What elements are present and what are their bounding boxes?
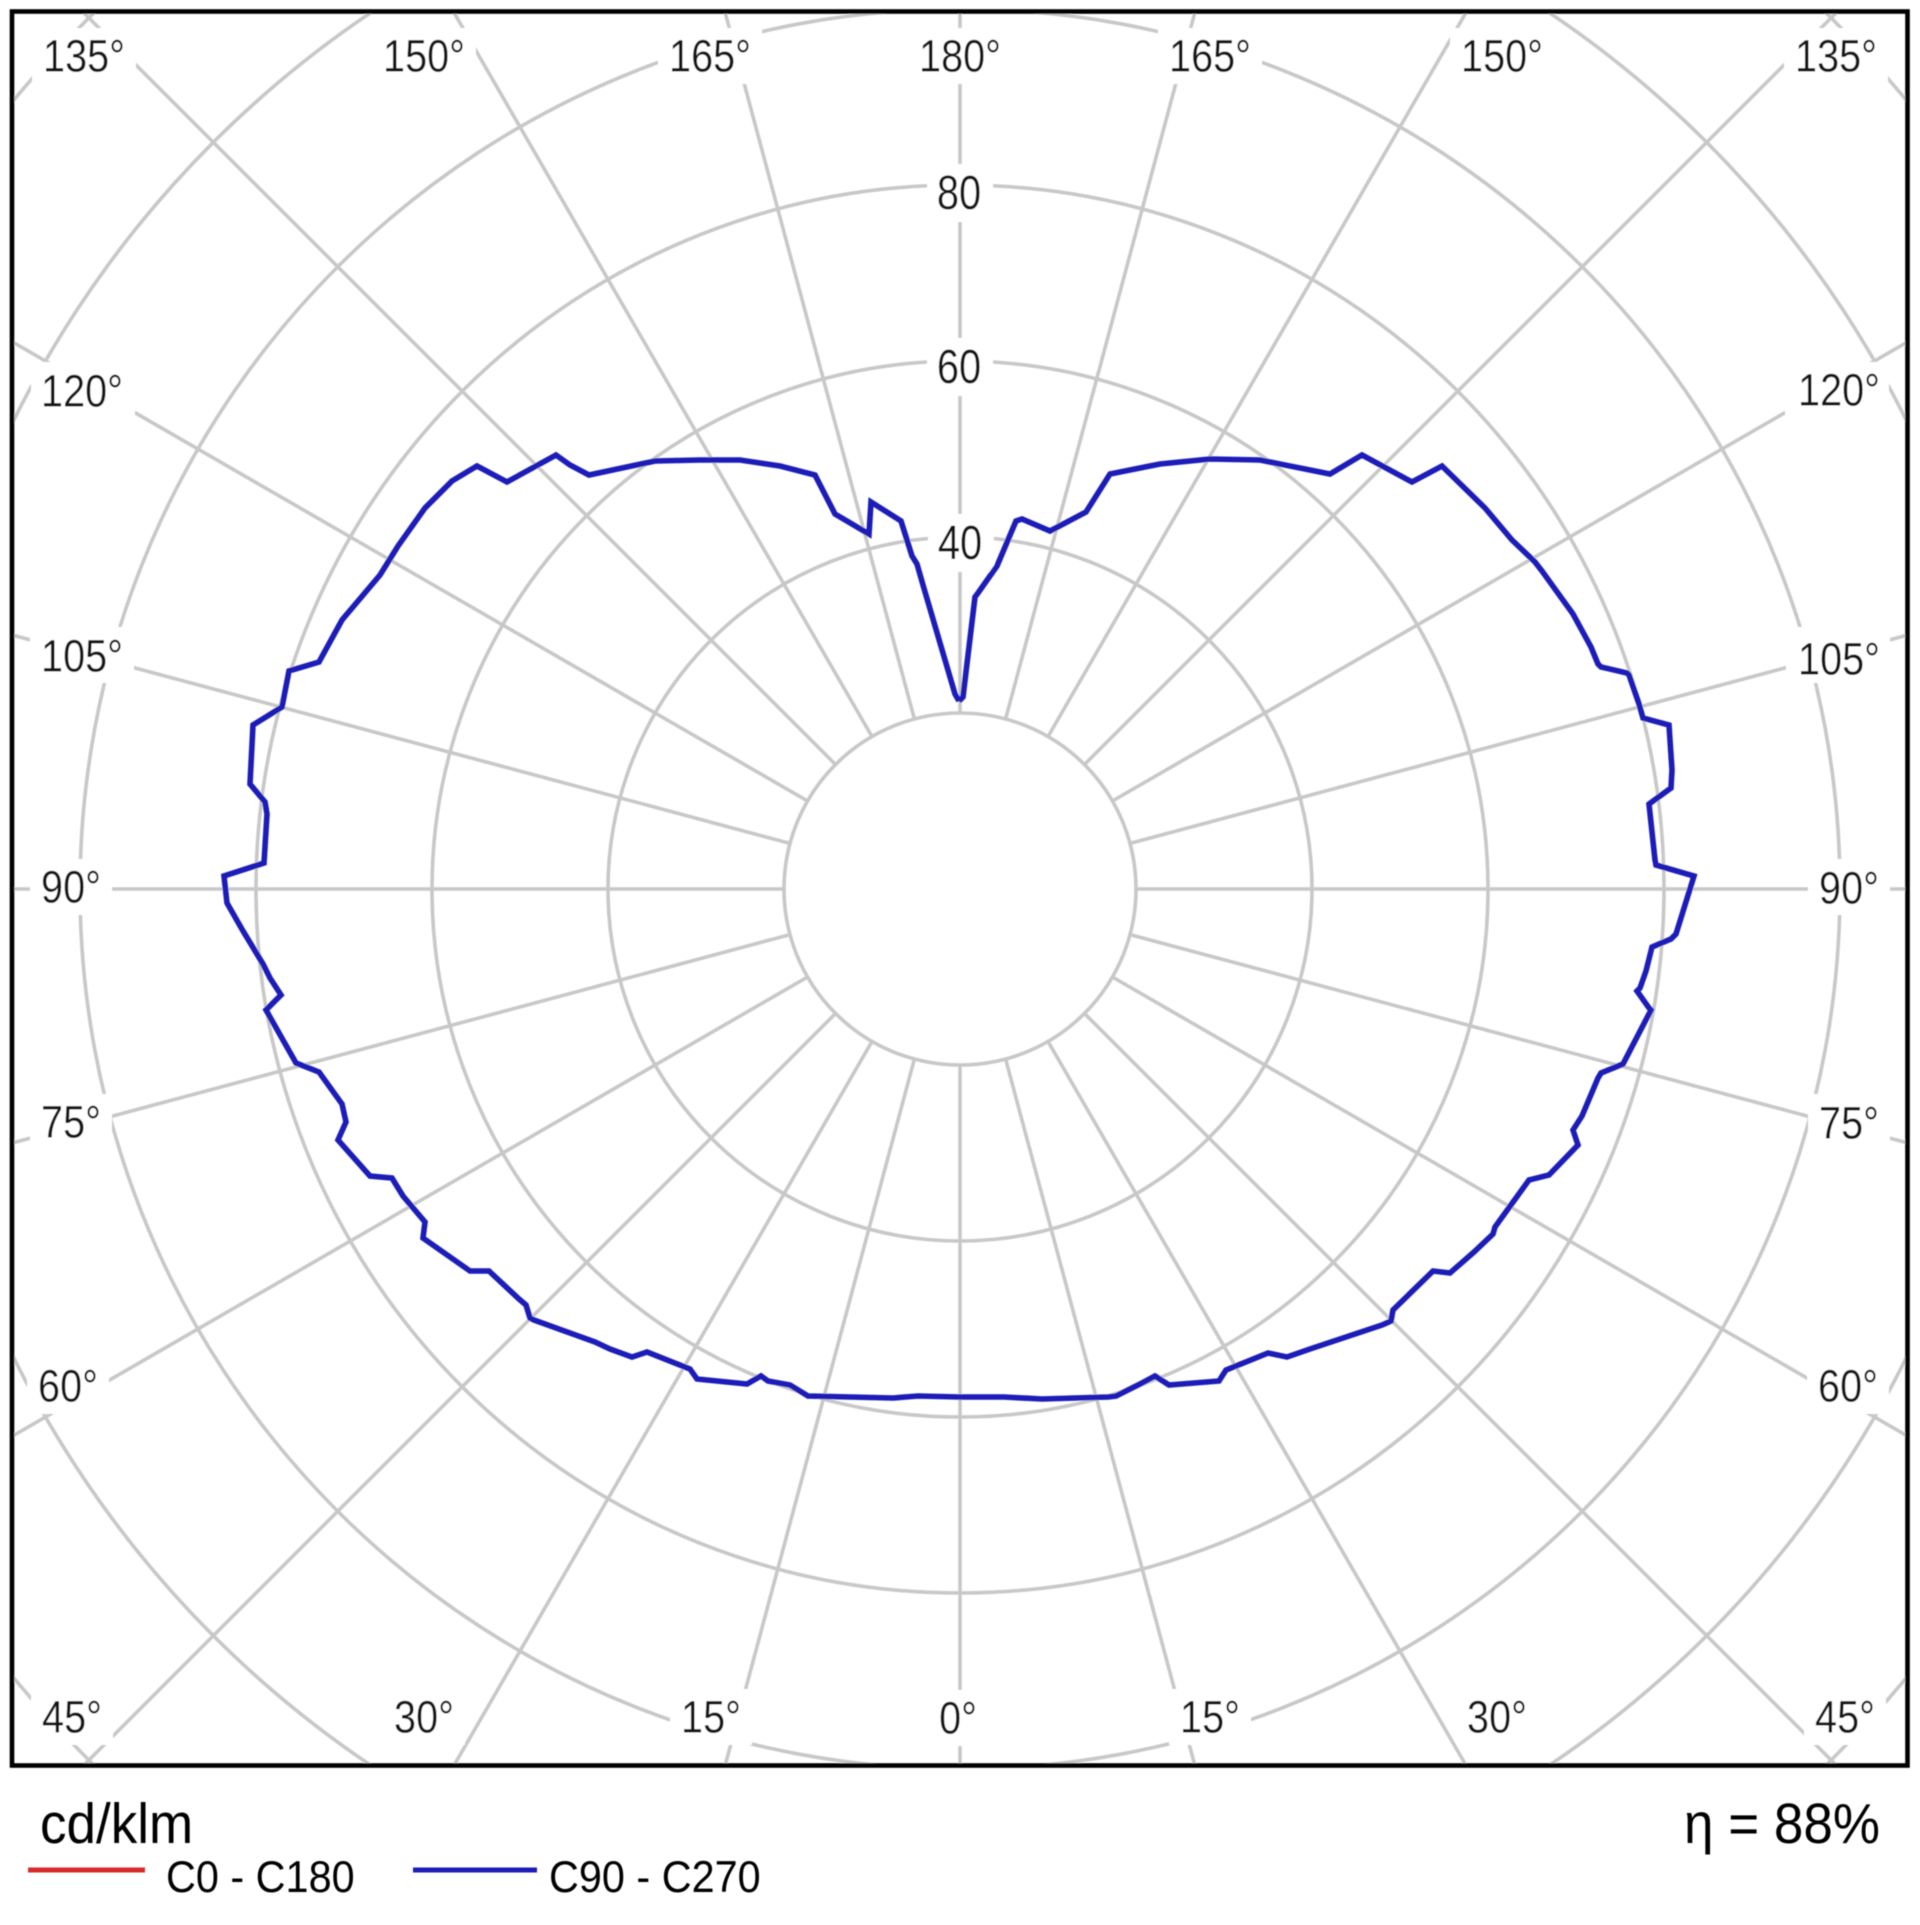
- svg-text:75°: 75°: [41, 1097, 101, 1147]
- svg-text:60°: 60°: [1818, 1361, 1878, 1411]
- svg-text:120°: 120°: [1798, 365, 1880, 415]
- svg-text:75°: 75°: [1819, 1098, 1879, 1148]
- svg-text:90°: 90°: [1819, 863, 1879, 913]
- svg-text:45°: 45°: [1815, 1692, 1875, 1742]
- svg-text:180°: 180°: [919, 31, 1001, 81]
- svg-text:120°: 120°: [41, 366, 123, 416]
- svg-text:165°: 165°: [1169, 31, 1251, 81]
- svg-text:cd/klm: cd/klm: [40, 1791, 193, 1855]
- svg-text:C0 - C180: C0 - C180: [166, 1853, 355, 1903]
- svg-text:60: 60: [937, 340, 981, 393]
- svg-text:150°: 150°: [383, 31, 465, 81]
- svg-text:90°: 90°: [41, 862, 101, 912]
- svg-text:135°: 135°: [1795, 31, 1877, 81]
- svg-text:150°: 150°: [1461, 31, 1543, 81]
- svg-text:15°: 15°: [1180, 1692, 1240, 1742]
- svg-text:15°: 15°: [681, 1692, 741, 1742]
- svg-text:30°: 30°: [394, 1692, 454, 1742]
- svg-text:30°: 30°: [1467, 1692, 1527, 1742]
- svg-text:45°: 45°: [42, 1692, 102, 1742]
- svg-text:105°: 105°: [1798, 634, 1880, 684]
- svg-text:0°: 0°: [939, 1693, 977, 1743]
- svg-text:80: 80: [937, 166, 981, 219]
- svg-text:165°: 165°: [669, 31, 751, 81]
- svg-text:C90 - C270: C90 - C270: [549, 1853, 761, 1903]
- svg-text:105°: 105°: [41, 631, 123, 681]
- svg-text:60°: 60°: [38, 1361, 98, 1411]
- svg-text:40: 40: [938, 516, 982, 569]
- svg-text:135°: 135°: [43, 31, 125, 81]
- svg-text:η = 88%: η = 88%: [1684, 1791, 1880, 1855]
